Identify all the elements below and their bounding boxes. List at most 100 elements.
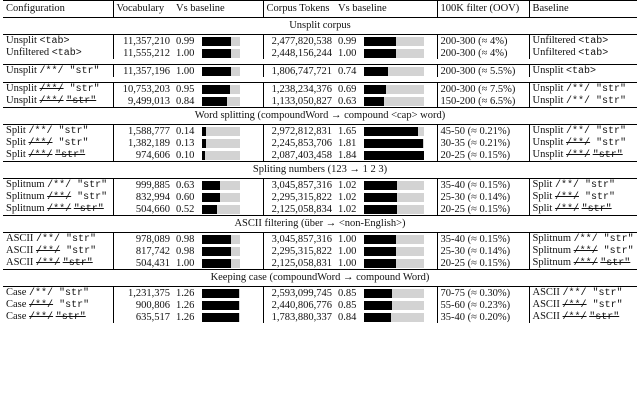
tokens-ratio-bar-fill <box>364 258 397 268</box>
text-part: <tab> <box>578 48 609 59</box>
baseline-cell: ASCII /**/ "str" <box>528 286 637 299</box>
text-part: Unfiltered <box>6 47 52 58</box>
oov-cell: 200-300 (≈ 7.5%) <box>436 82 529 95</box>
text-part: /**/ <box>36 246 61 257</box>
col-header-vocab-vs-baseline: Vs baseline <box>173 0 263 18</box>
text-part: "str" <box>66 96 97 107</box>
vocab-ratio-cell: 1.26 <box>173 311 263 323</box>
oov-cell: 70-75 (≈ 0.30%) <box>436 286 529 299</box>
text-part: "str" <box>55 312 86 323</box>
tokens-cell: 2,448,156,244 <box>262 47 335 59</box>
vocab-ratio-bar <box>202 234 240 244</box>
oov-cell: 150-200 (≈ 6.5%) <box>436 95 529 108</box>
table-row: Splitnum /**/ "str" 999,885 0.63 3,045,857,… <box>3 178 637 191</box>
text-part: ASCII <box>532 311 563 322</box>
table-row: Unsplit /**/ "str" 9,499,013 0.84 1,133,050… <box>3 95 637 108</box>
tokens-ratio-bar-fill <box>364 150 424 160</box>
text-part: "str" <box>592 150 623 161</box>
text-part: Splitnum <box>6 179 48 190</box>
config-cell: Case /**/ "str" <box>3 311 113 323</box>
text-part: /**/ <box>566 138 591 149</box>
text-part: "str" <box>71 192 108 203</box>
vocab-cell: 504,431 <box>112 257 173 270</box>
config-cell: Splitnum /**/ "str" <box>3 191 113 203</box>
tokens-ratio-value: 1.00 <box>338 47 357 59</box>
section-title: Word splitting (compoundWord → compound … <box>3 107 637 125</box>
table-row: Split /**/ "str" 1,588,777 0.14 2,972,812,8… <box>3 124 637 138</box>
tokens-ratio-bar <box>364 126 424 136</box>
section-header-row: Unsplit corpus <box>3 17 637 35</box>
config-cell: Splitnum /**/ "str" <box>3 203 113 216</box>
config-cell: ASCII /**/ "str" <box>3 233 113 245</box>
text-part: Splitnum <box>532 257 574 268</box>
baseline-cell: Unsplit /**/ "str" <box>528 149 637 162</box>
text-part: Split <box>532 191 555 202</box>
text-part: /**/ <box>47 192 72 203</box>
tokens-ratio-value: 1.00 <box>338 257 357 269</box>
vocab-ratio-value: 0.95 <box>176 83 195 95</box>
vocab-ratio-bar-fill <box>202 48 232 58</box>
tokens-ratio-bar <box>364 138 424 148</box>
tokens-ratio-value: 1.02 <box>338 179 357 191</box>
vocab-cell: 978,089 <box>112 232 173 245</box>
text-part: /**/ <box>47 204 72 215</box>
vocab-cell: 11,357,196 <box>112 64 173 77</box>
tokens-ratio-value: 1.81 <box>338 137 357 149</box>
vocab-ratio-cell: 0.99 <box>173 35 263 48</box>
vocab-ratio-value: 1.00 <box>176 47 195 59</box>
tokens-ratio-cell: 0.69 <box>335 82 437 95</box>
tokens-ratio-bar-fill <box>364 138 423 148</box>
tokens-ratio-cell: 1.00 <box>335 257 437 270</box>
tokens-ratio-cell: 1.00 <box>335 245 437 257</box>
text-part: "str" <box>578 192 615 203</box>
tokens-cell: 2,477,820,538 <box>262 34 335 47</box>
vocab-ratio-bar-fill <box>202 36 231 46</box>
vocab-ratio-value: 0.13 <box>176 137 195 149</box>
vocab-ratio-cell: 0.14 <box>173 125 263 138</box>
tokens-ratio-bar <box>364 258 424 268</box>
text-part: ASCII <box>6 233 37 244</box>
baseline-cell: Unsplit /**/ "str" <box>528 82 637 95</box>
tokens-cell: 1,806,747,721 <box>262 64 335 77</box>
text-part: /**/ "str" <box>554 180 615 191</box>
vocab-ratio-cell: 1.26 <box>173 299 263 311</box>
text-part: Case <box>6 299 30 310</box>
tokens-ratio-bar <box>364 288 424 298</box>
text-part: /**/ "str" <box>47 180 108 191</box>
vocab-ratio-bar-fill <box>202 66 232 76</box>
text-part: /**/ "str" <box>39 66 100 77</box>
tokens-ratio-cell: 1.02 <box>335 203 437 216</box>
text-part: <tab> <box>39 36 70 47</box>
vocab-cell: 1,588,777 <box>112 124 173 137</box>
vocab-ratio-bar <box>202 66 240 76</box>
config-cell: ASCII /**/ "str" <box>3 257 113 270</box>
vocab-ratio-bar <box>202 180 240 190</box>
text-part: /**/ "str" <box>573 234 634 245</box>
tokens-ratio-bar-fill <box>364 312 392 322</box>
col-header-oov-filter: 100K filter (OOV) <box>436 0 529 18</box>
text-part: ASCII <box>6 257 37 268</box>
text-part: Unsplit <box>532 83 567 94</box>
tokens-ratio-cell: 1.84 <box>335 149 437 162</box>
vocab-ratio-value: 1.26 <box>176 299 195 311</box>
results-table: Configuration Vocabulary Vs baseline Cor… <box>3 0 637 323</box>
table-row: Splitnum /**/ "str" 832,994 0.60 2,295,315,… <box>3 191 637 203</box>
config-cell: Unsplit <tab> <box>3 35 113 47</box>
oov-cell: 200-300 (≈ 4%) <box>436 47 529 59</box>
config-cell: Split /**/ "str" <box>3 149 113 162</box>
tokens-ratio-bar <box>364 204 424 214</box>
tokens-ratio-value: 0.74 <box>338 65 357 77</box>
tokens-ratio-value: 0.85 <box>338 287 357 299</box>
col-header-configuration: Configuration <box>3 0 113 18</box>
tokens-cell: 1,783,880,337 <box>262 311 335 323</box>
vocab-ratio-cell: 0.98 <box>173 233 263 246</box>
text-part: /**/ "str" <box>562 288 623 299</box>
col-header-baseline: Baseline <box>528 0 637 18</box>
text-part: /**/ "str" <box>36 234 97 245</box>
vocab-ratio-bar-fill <box>202 96 227 106</box>
table-row: Unsplit /**/ "str" 10,753,203 0.95 1,238,23… <box>3 82 637 95</box>
text-part: /**/ "str" <box>28 126 89 137</box>
vocab-ratio-bar-fill <box>202 150 205 160</box>
text-part: /**/ <box>566 150 591 161</box>
text-part: /**/ "str" <box>566 96 627 107</box>
